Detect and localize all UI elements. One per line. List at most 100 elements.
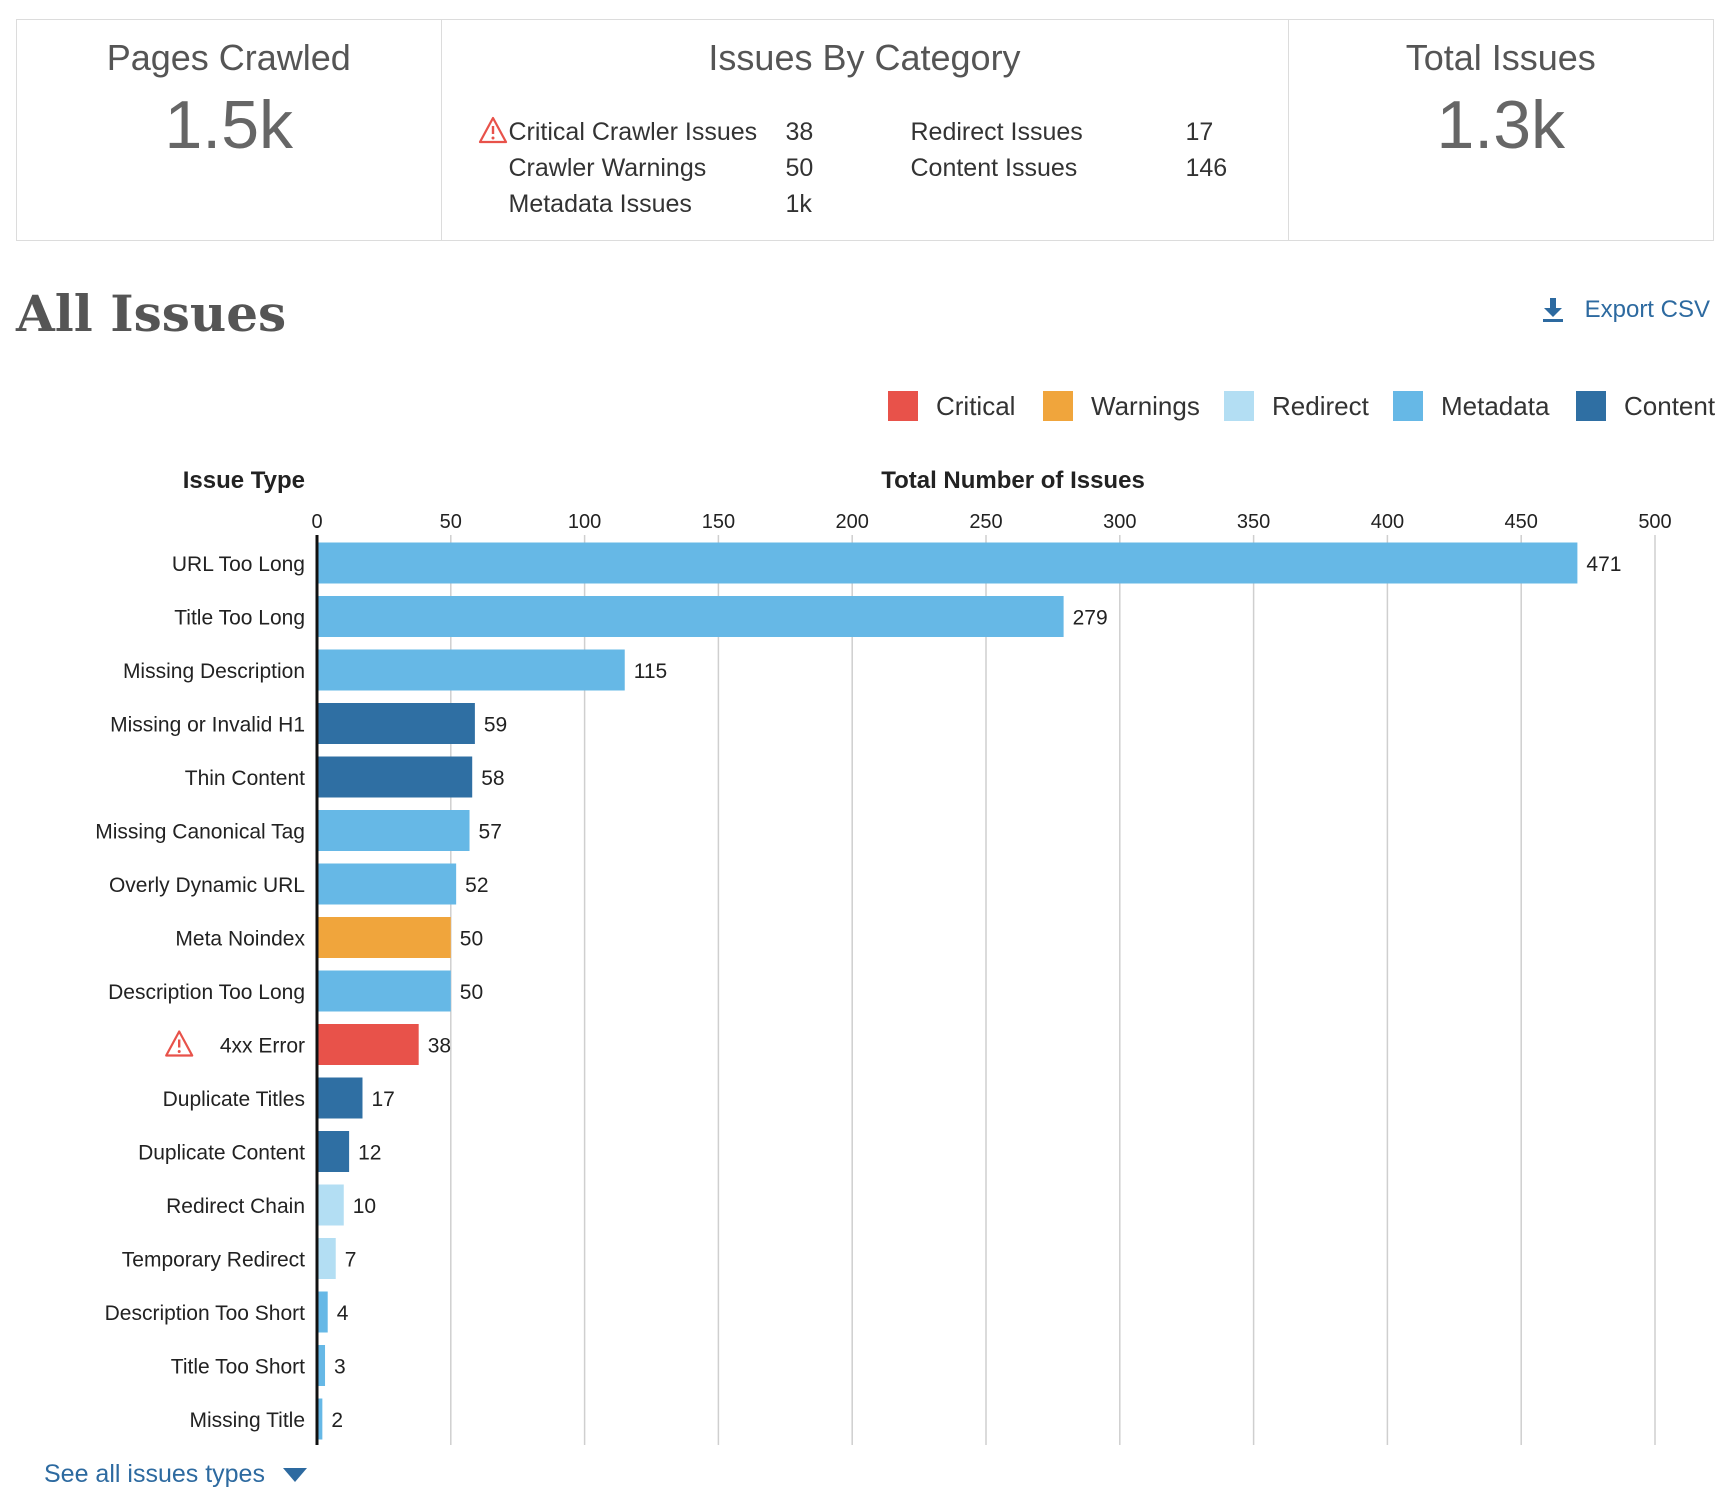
x-axis-title: Total Number of Issues [881, 467, 1145, 494]
category-label: Thin Content [185, 767, 305, 790]
bar [317, 1077, 363, 1119]
bar [317, 1184, 344, 1226]
category-metadata-value: 1k [785, 190, 812, 218]
data-label: 12 [358, 1142, 381, 1165]
download-icon [1542, 298, 1563, 322]
data-label: 38 [428, 1035, 451, 1058]
legend-label: Content [1624, 391, 1716, 421]
export-csv-button[interactable]: Export CSV [1541, 296, 1710, 324]
category-critical-label: Critical Crawler Issues [508, 118, 758, 146]
x-tick-label: 300 [1103, 511, 1136, 533]
category-critical-value: 38 [785, 118, 814, 146]
data-label: 52 [465, 874, 488, 897]
data-label: 10 [353, 1195, 376, 1218]
bar [317, 1238, 336, 1279]
category-label: Description Too Long [108, 981, 305, 1004]
data-label: 3 [334, 1356, 346, 1379]
see-all-issues-link[interactable]: See all issues types [44, 1460, 307, 1489]
bar [317, 1345, 326, 1386]
category-label: Missing or Invalid H1 [110, 714, 305, 737]
data-label: 58 [481, 767, 504, 790]
legend-label: Redirect [1272, 391, 1369, 421]
legend-item-warnings[interactable]: Warnings [1043, 388, 1200, 424]
bar [317, 1291, 328, 1333]
legend-label: Warnings [1091, 391, 1200, 421]
total-issues-card: Total Issues 1.3k [1289, 20, 1714, 240]
export-csv-label: Export CSV [1584, 296, 1710, 323]
bar [317, 863, 457, 905]
issues-by-category-card: Issues By Category Critical Crawler Issu… [442, 20, 1289, 240]
legend-swatch [888, 391, 918, 421]
category-redirect-label: Redirect Issues [910, 118, 1083, 146]
bar [317, 1398, 323, 1440]
category-list: Critical Crawler Issues 38 Crawler Warni… [442, 98, 1288, 218]
category-label: Overly Dynamic URL [109, 874, 305, 897]
category-label: Title Too Long [174, 607, 305, 630]
category-label: Missing Canonical Tag [95, 821, 305, 844]
category-label: Temporary Redirect [122, 1249, 305, 1272]
warning-icon [478, 116, 507, 144]
category-label: Duplicate Titles [163, 1088, 305, 1111]
x-tick-label: 500 [1638, 511, 1671, 533]
bar [317, 917, 451, 958]
category-label: Missing Title [189, 1409, 305, 1432]
data-label: 17 [371, 1088, 394, 1111]
category-label: URL Too Long [172, 553, 305, 576]
warning-icon [165, 1030, 194, 1057]
x-tick-label: 150 [702, 511, 735, 533]
data-label: 2 [331, 1409, 343, 1432]
issues-by-category-title: Issues By Category [708, 37, 1021, 78]
legend-item-metadata[interactable]: Metadata [1393, 388, 1549, 424]
chart-svg: Issue Type Total Number of Issues 0 50 100 15… [95, 467, 1672, 1445]
category-label: 4xx Error [220, 1035, 305, 1058]
issues-bar-chart: Issue Type Total Number of Issues 0 50 100 15… [0, 460, 1730, 1450]
data-label: 50 [460, 981, 483, 1004]
data-label: 4 [337, 1302, 349, 1325]
legend-swatch [1043, 391, 1073, 421]
x-tick-label: 50 [440, 511, 462, 533]
total-issues-value: 1.3k [1436, 87, 1566, 163]
x-tick-label: 0 [311, 511, 322, 533]
y-axis-title: Issue Type [183, 467, 305, 494]
legend-item-redirect[interactable]: Redirect [1224, 388, 1369, 424]
pages-crawled-value: 1.5k [164, 87, 294, 163]
x-tick-label: 400 [1371, 511, 1404, 533]
category-content-value: 146 [1185, 154, 1228, 182]
caret-down-icon [282, 1467, 307, 1482]
data-label: 59 [484, 714, 507, 737]
x-tick-label: 350 [1237, 511, 1270, 533]
data-label: 279 [1073, 607, 1108, 630]
x-tick-label: 100 [568, 511, 601, 533]
category-content-label: Content Issues [910, 154, 1078, 182]
bar [317, 703, 475, 744]
bar [317, 756, 473, 798]
category-label: Meta Noindex [175, 928, 305, 951]
legend-swatch [1224, 391, 1254, 421]
page-title: All Issues [16, 284, 287, 343]
category-label: Duplicate Content [138, 1142, 305, 1165]
data-label: 471 [1586, 553, 1621, 576]
legend-swatch [1576, 391, 1606, 421]
data-label: 7 [345, 1249, 357, 1272]
data-label: 115 [634, 660, 667, 683]
bar [317, 1131, 350, 1172]
x-tick-label: 450 [1505, 511, 1538, 533]
category-warnings-value: 50 [785, 154, 814, 182]
data-label: 57 [479, 821, 502, 844]
category-label: Redirect Chain [166, 1195, 305, 1218]
x-tick-label: 250 [969, 511, 1002, 533]
summary-panel: Pages Crawled 1.5k Issues By Category Cr… [16, 19, 1714, 241]
pages-crawled-card: Pages Crawled 1.5k [17, 20, 442, 240]
legend-label: Metadata [1441, 391, 1550, 421]
total-issues-title: Total Issues [1405, 37, 1596, 78]
category-label: Title Too Short [171, 1356, 305, 1379]
bar [317, 542, 1578, 584]
category-label: Description Too Short [105, 1302, 306, 1325]
bar [317, 1024, 419, 1065]
bar [317, 970, 451, 1012]
pages-crawled-title: Pages Crawled [106, 37, 351, 78]
data-label: 50 [460, 928, 483, 951]
legend-item-content[interactable]: Content [1576, 388, 1715, 424]
category-label: Missing Description [123, 660, 305, 683]
legend-item-critical[interactable]: Critical [888, 388, 1015, 424]
